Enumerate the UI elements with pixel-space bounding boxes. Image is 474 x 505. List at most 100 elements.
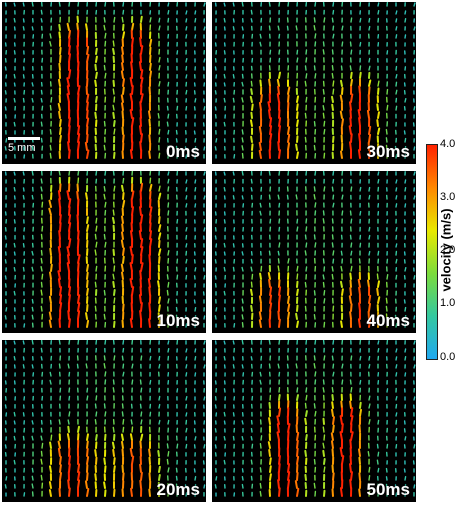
velocity-vector <box>167 171 170 176</box>
velocity-vector <box>185 243 188 248</box>
velocity-vector <box>250 111 253 119</box>
velocity-vector <box>267 272 271 280</box>
velocity-vector <box>241 129 244 135</box>
velocity-vector <box>258 311 262 320</box>
velocity-vector <box>395 492 398 497</box>
velocity-vector <box>332 424 335 433</box>
velocity-vector <box>185 323 188 328</box>
velocity-vector <box>130 419 133 425</box>
velocity-vector <box>112 88 115 95</box>
velocity-vector <box>140 419 143 425</box>
velocity-vector <box>67 310 70 320</box>
velocity-vector <box>148 86 151 95</box>
velocity-vector <box>122 426 125 433</box>
velocity-vector <box>314 210 317 216</box>
velocity-vector <box>13 251 16 256</box>
velocity-vector <box>194 484 197 489</box>
velocity-vector <box>4 404 7 409</box>
velocity-vector <box>241 475 244 481</box>
velocity-vector <box>276 431 280 441</box>
velocity-vector <box>59 127 62 135</box>
velocity-vector <box>395 10 398 15</box>
velocity-vector <box>332 9 335 15</box>
time-label: 0ms <box>165 142 200 161</box>
velocity-vector <box>129 318 133 328</box>
velocity-vector <box>250 427 253 433</box>
velocity-vector <box>49 379 52 385</box>
velocity-vector <box>131 190 135 200</box>
velocity-vector <box>323 466 326 473</box>
velocity-vector <box>278 318 281 328</box>
velocity-vector <box>223 242 226 248</box>
velocity-vector <box>103 233 106 240</box>
velocity-vector <box>66 22 70 31</box>
velocity-vector <box>113 320 116 328</box>
velocity-vector <box>113 96 116 103</box>
velocity-vector <box>86 279 89 288</box>
velocity-vector <box>103 355 106 361</box>
velocity-vector <box>140 238 144 248</box>
velocity-vector <box>41 105 44 111</box>
velocity-vector <box>350 415 354 425</box>
velocity-vector <box>13 388 16 393</box>
velocity-vector <box>386 273 389 280</box>
velocity-vector <box>323 128 326 135</box>
velocity-vector <box>157 450 160 457</box>
velocity-vector <box>77 133 81 143</box>
velocity-vector <box>286 363 289 369</box>
velocity-field <box>214 2 416 159</box>
velocity-vector <box>305 57 308 63</box>
velocity-vector <box>278 394 281 401</box>
velocity-vector <box>278 117 282 127</box>
velocity-vector <box>185 356 188 361</box>
velocity-vector <box>386 50 389 55</box>
velocity-vector <box>86 109 89 119</box>
velocity-vector <box>215 476 218 481</box>
velocity-vector <box>331 273 334 280</box>
velocity-vector <box>76 45 79 55</box>
velocity-vector <box>368 395 371 401</box>
velocity-vector <box>57 246 61 256</box>
velocity-vector <box>149 214 152 224</box>
velocity-vector <box>140 471 143 481</box>
velocity-vector <box>13 187 16 192</box>
velocity-vector <box>241 251 244 256</box>
velocity-vector <box>241 435 244 441</box>
velocity-vector <box>4 66 7 71</box>
velocity-vector <box>13 50 16 55</box>
velocity-vector <box>314 171 317 176</box>
velocity-vector <box>41 201 44 208</box>
velocity-vector <box>367 450 370 457</box>
velocity-vector <box>323 355 326 361</box>
velocity-vector <box>194 187 197 192</box>
velocity-vector <box>258 319 262 328</box>
velocity-vector <box>40 289 43 296</box>
velocity-vector <box>203 195 206 200</box>
velocity-vector <box>269 465 272 473</box>
velocity-vector <box>77 302 81 312</box>
velocity-vector <box>331 72 334 79</box>
velocity-vector <box>112 40 115 47</box>
velocity-vector <box>377 9 380 15</box>
velocity-vector <box>268 78 271 87</box>
velocity-vector <box>185 74 188 79</box>
velocity-vector <box>332 347 335 353</box>
velocity-vector <box>40 347 43 353</box>
velocity-vector <box>278 202 281 208</box>
velocity-vector <box>104 201 107 208</box>
velocity-vector <box>332 33 335 39</box>
velocity-vector <box>122 134 125 143</box>
velocity-vector <box>385 305 388 312</box>
velocity-vector <box>158 363 161 369</box>
velocity-vector <box>269 125 273 135</box>
velocity-vector <box>66 262 70 272</box>
velocity-vector <box>112 47 115 55</box>
velocity-vector <box>349 272 352 280</box>
velocity-vector <box>176 491 179 497</box>
velocity-vector <box>304 80 307 87</box>
velocity-vector <box>314 41 317 47</box>
velocity-vector <box>185 443 188 449</box>
velocity-vector <box>404 97 407 103</box>
velocity-vector <box>223 411 226 417</box>
velocity-vector <box>304 305 307 312</box>
